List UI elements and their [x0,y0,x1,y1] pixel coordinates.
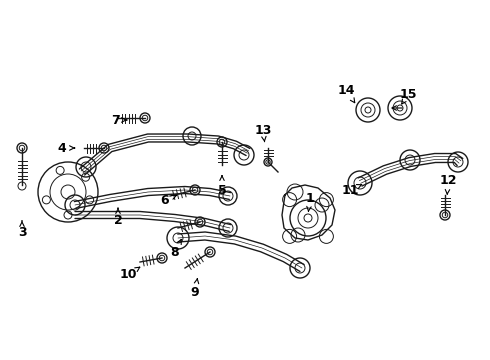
Text: 15: 15 [399,89,417,102]
Text: 13: 13 [254,123,271,136]
Text: 12: 12 [439,174,457,186]
Text: 5: 5 [218,184,226,197]
Text: 4: 4 [58,141,66,154]
Text: 14: 14 [337,84,355,96]
Text: 11: 11 [341,184,359,197]
Text: 10: 10 [119,269,137,282]
Text: 1: 1 [306,192,315,204]
Text: 8: 8 [171,246,179,258]
Text: 6: 6 [161,194,170,207]
Text: 7: 7 [111,113,120,126]
Text: 3: 3 [18,225,26,238]
Text: 2: 2 [114,213,122,226]
Text: 9: 9 [191,285,199,298]
